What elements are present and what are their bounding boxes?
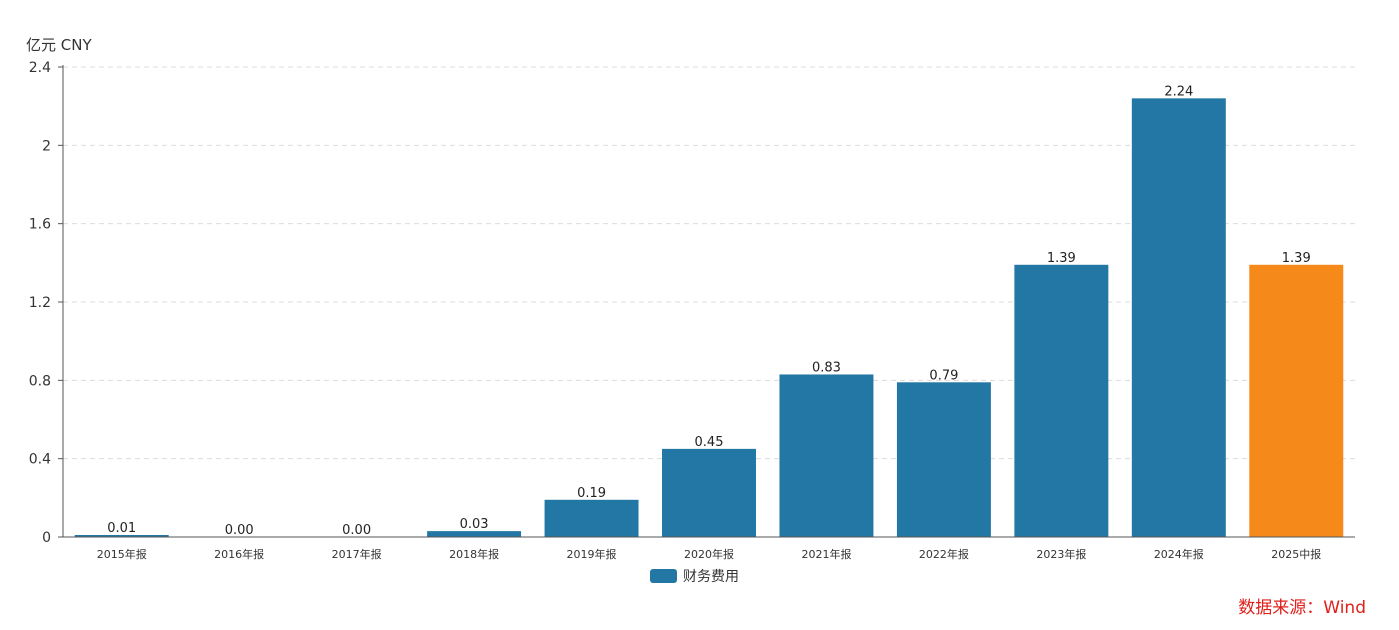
y-tick-label: 0 [42, 530, 51, 546]
x-tick-label: 2022年报 [919, 547, 969, 561]
data-source: 数据来源：Wind [1238, 598, 1366, 618]
data-label: 0.83 [812, 360, 841, 375]
bar[interactable] [74, 535, 169, 537]
y-axis: 0 0.4 0.8 1.2 1.6 2 2.4 [29, 60, 64, 546]
data-labels: 0.01 0.00 0.00 0.03 0.19 0.45 0.83 0.79 1.39 2.24… [107, 84, 1310, 538]
x-tick-label: 2018年报 [449, 547, 499, 561]
x-tick-label: 2024年报 [1154, 547, 1204, 561]
y-tick-label: 0.8 [29, 373, 51, 389]
data-label: 0.19 [577, 486, 606, 501]
data-label: 0.00 [342, 523, 371, 538]
data-label: 0.03 [460, 517, 489, 532]
bar[interactable] [662, 448, 756, 537]
legend-swatch [650, 569, 677, 583]
x-tick-label: 2025中报 [1271, 547, 1321, 561]
data-label: 0.79 [929, 368, 958, 383]
bar[interactable] [1014, 264, 1109, 537]
bar[interactable] [896, 382, 991, 537]
bar[interactable] [1131, 98, 1226, 537]
legend[interactable]: 财务费用 [650, 566, 739, 586]
y-tick-label: 1.2 [29, 295, 51, 311]
y-tick-label: 2.4 [29, 60, 51, 76]
data-label: 0.45 [695, 435, 724, 450]
x-tick-label: 2019年报 [567, 547, 617, 561]
data-label: 0.01 [107, 521, 136, 536]
y-tick-label: 2 [42, 138, 51, 154]
data-label: 2.24 [1164, 84, 1193, 99]
data-label: 0.00 [225, 523, 254, 538]
y-tick-label: 1.6 [29, 217, 51, 233]
bars [74, 98, 1344, 537]
x-tick-label: 2021年报 [801, 547, 851, 561]
data-label: 1.39 [1282, 251, 1311, 266]
bar[interactable] [427, 531, 522, 537]
x-axis: 2015年报 2016年报 2017年报 2018年报 2019年报 2020年报 2021… [63, 536, 1355, 561]
y-axis-unit-label: 亿元 CNY [26, 36, 92, 54]
x-tick-label: 2016年报 [214, 547, 264, 561]
x-tick-label: 2023年报 [1036, 547, 1086, 561]
x-tick-label: 2020年报 [684, 547, 734, 561]
bar[interactable] [1249, 264, 1344, 537]
y-tick-label: 0.4 [29, 452, 51, 468]
bar[interactable] [544, 499, 639, 537]
x-tick-label: 2015年报 [97, 547, 147, 561]
legend-label: 财务费用 [683, 569, 739, 585]
data-label: 1.39 [1047, 251, 1076, 266]
bar[interactable] [779, 374, 874, 537]
x-tick-label: 2017年报 [332, 547, 382, 561]
